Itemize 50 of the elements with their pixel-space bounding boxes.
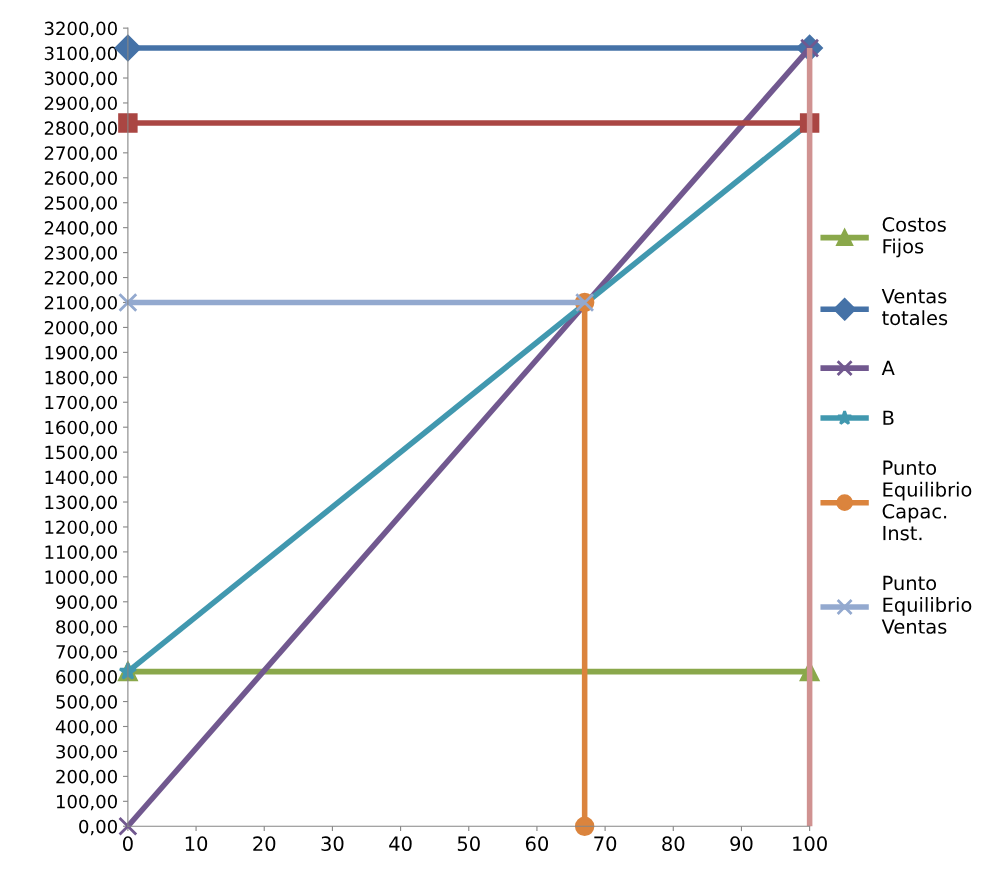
y-tick-label: 2400,00 xyxy=(44,221,117,237)
y-tick-label: 500,00 xyxy=(56,695,117,711)
y-tick-label: 1000,00 xyxy=(45,570,117,586)
y-tick-label: 1600,00 xyxy=(45,420,117,437)
y-tick-label: 400,00 xyxy=(55,719,117,736)
y-tick-label: 1700,00 xyxy=(45,395,117,412)
y-tick-label: 1800,00 xyxy=(45,370,117,387)
y-tick-label: 800,00 xyxy=(56,620,117,636)
x-tick-label: 50 xyxy=(457,836,480,852)
y-tick-label: 3100,00 xyxy=(44,46,117,63)
y-tick-label: 300,00 xyxy=(56,744,117,761)
x-tick-label: 80 xyxy=(662,836,685,852)
x-tick-label: 30 xyxy=(321,836,344,852)
y-tick-label: 2500,00 xyxy=(44,196,117,212)
y-tick-label: 2900,00 xyxy=(44,96,117,112)
x-tick-label: 100 xyxy=(793,836,827,852)
y-tick-label: 2600,00 xyxy=(44,171,117,187)
y-tick-label: 1400,00 xyxy=(45,470,117,487)
y-tick-label: 1500,00 xyxy=(45,445,117,462)
y-tick-label: 3000,00 xyxy=(44,71,117,87)
y-tick-label: 2000,00 xyxy=(44,320,117,337)
legend-label: Punto Equilibrio Ventas xyxy=(881,575,972,634)
y-tick-label: 1100,00 xyxy=(45,545,117,561)
y-tick-label: 700,00 xyxy=(56,645,117,661)
legend-label: Ventas totales xyxy=(881,289,948,326)
y-tick-label: 3200,00 xyxy=(44,21,117,38)
legend-label: Costos Fijos xyxy=(882,217,946,258)
x-tick-label: 0 xyxy=(122,836,133,852)
y-tick-label: 2800,00 xyxy=(44,121,117,137)
y-tick-label: 1900,00 xyxy=(45,345,117,362)
y-tick-label: 100,00 xyxy=(56,794,117,811)
x-tick-label: 40 xyxy=(389,836,412,852)
legend-label: Punto Equilibrio Capac. Inst. xyxy=(882,460,972,541)
x-tick-label: 70 xyxy=(594,836,617,852)
y-tick-label: 2300,00 xyxy=(44,246,117,262)
x-tick-label: 10 xyxy=(185,836,208,852)
y-tick-label: 2100,00 xyxy=(44,295,117,312)
x-tick-label: 20 xyxy=(253,836,276,852)
y-tick-label: 2700,00 xyxy=(44,146,117,162)
legend-label: A xyxy=(881,360,895,375)
y-tick-label: 900,00 xyxy=(56,595,117,611)
y-tick-label: 1200,00 xyxy=(45,520,117,536)
y-tick-label: 1300,00 xyxy=(45,495,117,511)
x-tick-label: 60 xyxy=(525,836,549,852)
x-tick-label: 90 xyxy=(730,836,753,852)
y-tick-label: 200,00 xyxy=(56,769,117,786)
y-tick-label: 0,00 xyxy=(79,819,117,836)
y-tick-label: 2200,00 xyxy=(44,271,117,287)
y-tick-label: 600,00 xyxy=(56,670,117,686)
legend-label: B xyxy=(883,410,894,425)
